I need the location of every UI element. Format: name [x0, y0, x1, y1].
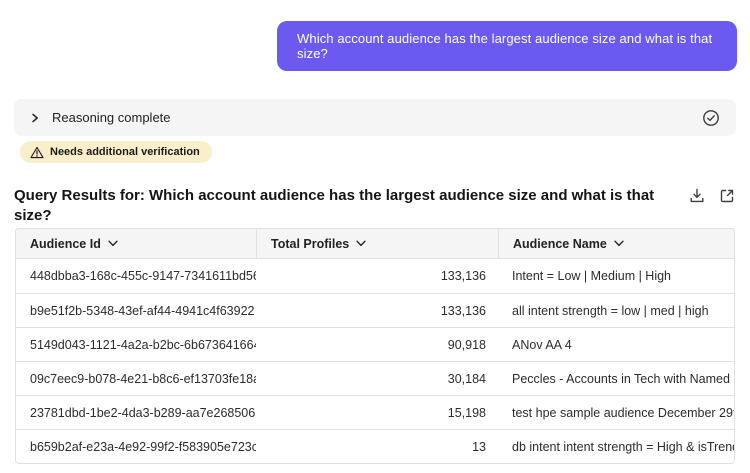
chevron-down-icon [108, 240, 118, 247]
query-results-title: Query Results for: Which account audienc… [14, 187, 655, 224]
open-in-new-button[interactable] [718, 187, 736, 205]
table-header-row: Audience Id Total Profiles Audience Name [16, 229, 734, 259]
cell-audience-id: b659b2af-e23a-4e92-99f2-f583905e723c [30, 439, 256, 454]
cell-audience-name: db intent intent strength = High & isTre… [512, 439, 734, 454]
warning-triangle-icon [30, 146, 44, 158]
column-label: Audience Name [513, 236, 607, 251]
column-header-audience-id[interactable]: Audience Id [16, 229, 256, 258]
table-row: 23781dbd-1be2-4da3-b289-aa7e2685065a 15,… [16, 395, 734, 429]
cell-total-profiles: 133,136 [440, 269, 486, 283]
chevron-down-icon [614, 240, 624, 247]
check-circle-icon [702, 109, 720, 127]
cell-audience-name: Intent = Low | Medium | High [512, 269, 672, 283]
column-label: Audience Id [30, 236, 101, 251]
query-results-header: Query Results for: Which account audienc… [14, 186, 736, 226]
cell-total-profiles: 133,136 [440, 303, 486, 318]
verification-badge-label: Needs additional verification [50, 146, 200, 158]
column-header-total-profiles[interactable]: Total Profiles [256, 229, 498, 258]
download-button[interactable] [688, 187, 706, 205]
download-icon [690, 188, 704, 203]
cell-total-profiles: 15,198 [447, 405, 486, 420]
cell-audience-name: Peccles - Accounts in Tech with Named Pr… [512, 371, 734, 386]
user-message-text: Which account audience has the largest a… [297, 31, 713, 61]
column-header-audience-name[interactable]: Audience Name [498, 229, 734, 258]
open-in-new-icon [720, 189, 734, 203]
chevron-right-icon[interactable] [30, 113, 40, 123]
verification-status-badge: Needs additional verification [20, 141, 212, 163]
column-label: Total Profiles [271, 236, 350, 251]
cell-audience-name: test hpe sample audience December 29th [512, 405, 734, 420]
user-message-bubble: Which account audience has the largest a… [277, 21, 737, 71]
cell-total-profiles: 30,184 [447, 371, 486, 386]
table-row: 5149d043-1121-4a2a-b2bc-6b673641664f 90,… [16, 327, 734, 361]
table-row: b9e51f2b-5348-43ef-af44-4941c4f63922 133… [16, 293, 734, 327]
cell-audience-id: 23781dbd-1be2-4da3-b289-aa7e2685065a [30, 405, 256, 420]
cell-audience-name: ANov AA 4 [512, 337, 572, 352]
table-row: b659b2af-e23a-4e92-99f2-f583905e723c 13 … [16, 429, 734, 463]
query-results-table: Audience Id Total Profiles Audience Name… [15, 228, 735, 464]
cell-audience-id: 09c7eec9-b078-4e21-b8c6-ef13703fe18a [30, 371, 256, 386]
cell-audience-id: 5149d043-1121-4a2a-b2bc-6b673641664f [30, 337, 256, 352]
results-actions [688, 186, 736, 205]
cell-audience-name: all intent strength = low | med | high [512, 303, 709, 318]
cell-audience-id: b9e51f2b-5348-43ef-af44-4941c4f63922 [30, 303, 255, 318]
chevron-down-icon [356, 240, 366, 247]
table-row: 09c7eec9-b078-4e21-b8c6-ef13703fe18a 30,… [16, 361, 734, 395]
reasoning-complete-label: Reasoning complete [52, 110, 171, 125]
reasoning-complete-bar[interactable]: Reasoning complete [14, 99, 736, 136]
table-row: 448dbba3-168c-455c-9147-7341611bd56d 133… [16, 259, 734, 293]
cell-audience-id: 448dbba3-168c-455c-9147-7341611bd56d [30, 269, 256, 283]
table-body: 448dbba3-168c-455c-9147-7341611bd56d 133… [16, 259, 734, 463]
cell-total-profiles: 13 [472, 439, 486, 454]
cell-total-profiles: 90,918 [447, 337, 486, 352]
